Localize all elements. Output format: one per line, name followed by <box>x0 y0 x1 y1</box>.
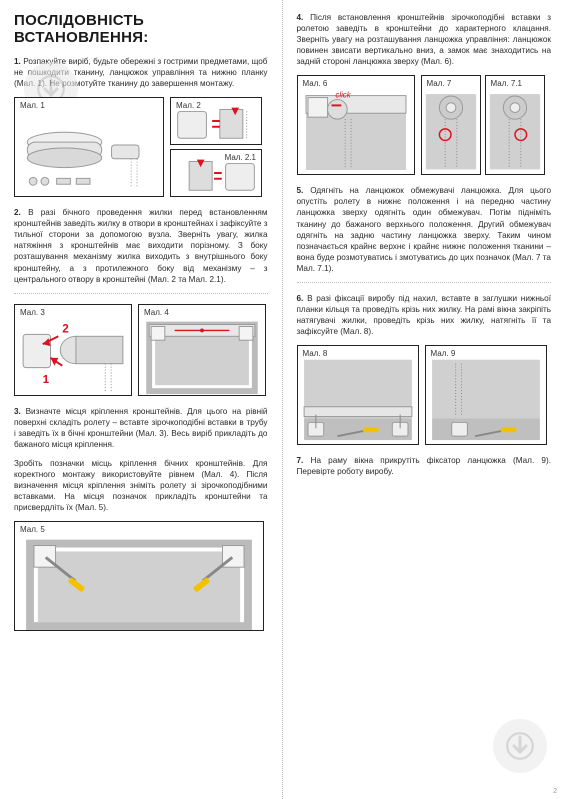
figure-7: Мал. 7 <box>421 75 481 175</box>
figure-5: Мал. 5 <box>14 521 264 631</box>
para-7: 7. На раму вікна прикрутіть фіксатор лан… <box>297 455 552 477</box>
fig1-label: Мал. 1 <box>20 101 45 110</box>
figure-8: Мал. 8 <box>297 345 419 445</box>
num-4: 4. <box>297 13 304 22</box>
fig71-label: Мал. 7.1 <box>491 79 522 88</box>
para-2: 2. В разі бічного проведення жилки перед… <box>14 207 268 284</box>
svg-text:1: 1 <box>43 373 50 386</box>
text-2: В разі бічного проведення жилки перед вс… <box>14 208 268 283</box>
fig2-label: Мал. 2 <box>176 101 201 110</box>
figure-3: Мал. 3 2 1 <box>14 304 132 396</box>
figure-1: Мал. 1 <box>14 97 164 197</box>
fig-row-3: Мал. 6 click Мал. 7 <box>297 75 552 175</box>
figure-2: Мал. 2 <box>170 97 262 145</box>
figure-7-1: Мал. 7.1 <box>485 75 545 175</box>
watermark-icon <box>493 719 547 773</box>
num-7: 7. <box>297 456 304 465</box>
fig-row-2: Мал. 3 2 1 Мал. 4 <box>14 304 268 396</box>
divider <box>14 293 268 294</box>
para-3a: 3. Визначте місця кріплення кронштейнів.… <box>14 406 268 450</box>
figure-4: Мал. 4 <box>138 304 266 396</box>
text-7: На раму вікна прикрутіть фіксатор ланцюж… <box>297 456 551 476</box>
num-2: 2. <box>14 208 21 217</box>
right-column: 4. Після встановлення кронштейнів зірочк… <box>283 0 565 799</box>
fig8-label: Мал. 8 <box>303 349 328 358</box>
fig-row-1: Мал. 1 Мал. 2 <box>14 97 268 197</box>
text-3b: Зробіть позначки місць кріплення бічних … <box>14 459 268 512</box>
fig21-label: Мал. 2.1 <box>225 153 256 162</box>
left-column: ПОСЛІДОВНІСТЬ ВСТАНОВЛЕННЯ: 1. Розпакуйт… <box>0 0 283 799</box>
para-3b: Зробіть позначки місць кріплення бічних … <box>14 458 268 513</box>
text-5: Одягніть на ланцюжок обмежувачі ланцюжка… <box>297 186 552 272</box>
fig9-label: Мал. 9 <box>431 349 456 358</box>
page-title: ПОСЛІДОВНІСТЬ ВСТАНОВЛЕННЯ: <box>14 12 268 46</box>
text-4: Після встановлення кронштейнів зірочкопо… <box>297 13 552 66</box>
figure-2-1: Мал. 2.1 <box>170 149 262 197</box>
fig6-label: Мал. 6 <box>303 79 328 88</box>
num-3: 3. <box>14 407 21 416</box>
num-1: 1. <box>14 57 21 66</box>
num-5: 5. <box>297 186 304 195</box>
fig5-label: Мал. 5 <box>20 525 45 534</box>
svg-text:2: 2 <box>62 322 69 335</box>
page-number: 2 <box>553 788 557 795</box>
fig4-label: Мал. 4 <box>144 308 169 317</box>
text-6: В разі фіксації виробу під нахил, вставт… <box>297 294 552 336</box>
para-6: 6. В разі фіксації виробу під нахил, вст… <box>297 293 552 337</box>
fig-row-4: Мал. 8 Мал. 9 <box>297 345 552 445</box>
page: ПОСЛІДОВНІСТЬ ВСТАНОВЛЕННЯ: 1. Розпакуйт… <box>0 0 565 799</box>
fig3-label: Мал. 3 <box>20 308 45 317</box>
num-6: 6. <box>297 294 304 303</box>
fig7-label: Мал. 7 <box>427 79 452 88</box>
para-5: 5. Одягніть на ланцюжок обмежувачі ланцю… <box>297 185 552 274</box>
figure-6: Мал. 6 click <box>297 75 415 175</box>
text-3a: Визначте місця кріплення кронштейнів. Дл… <box>14 407 268 449</box>
click-label: click <box>335 91 351 100</box>
para-4: 4. Після встановлення кронштейнів зірочк… <box>297 12 552 67</box>
figure-9: Мал. 9 <box>425 345 547 445</box>
divider <box>297 282 552 283</box>
